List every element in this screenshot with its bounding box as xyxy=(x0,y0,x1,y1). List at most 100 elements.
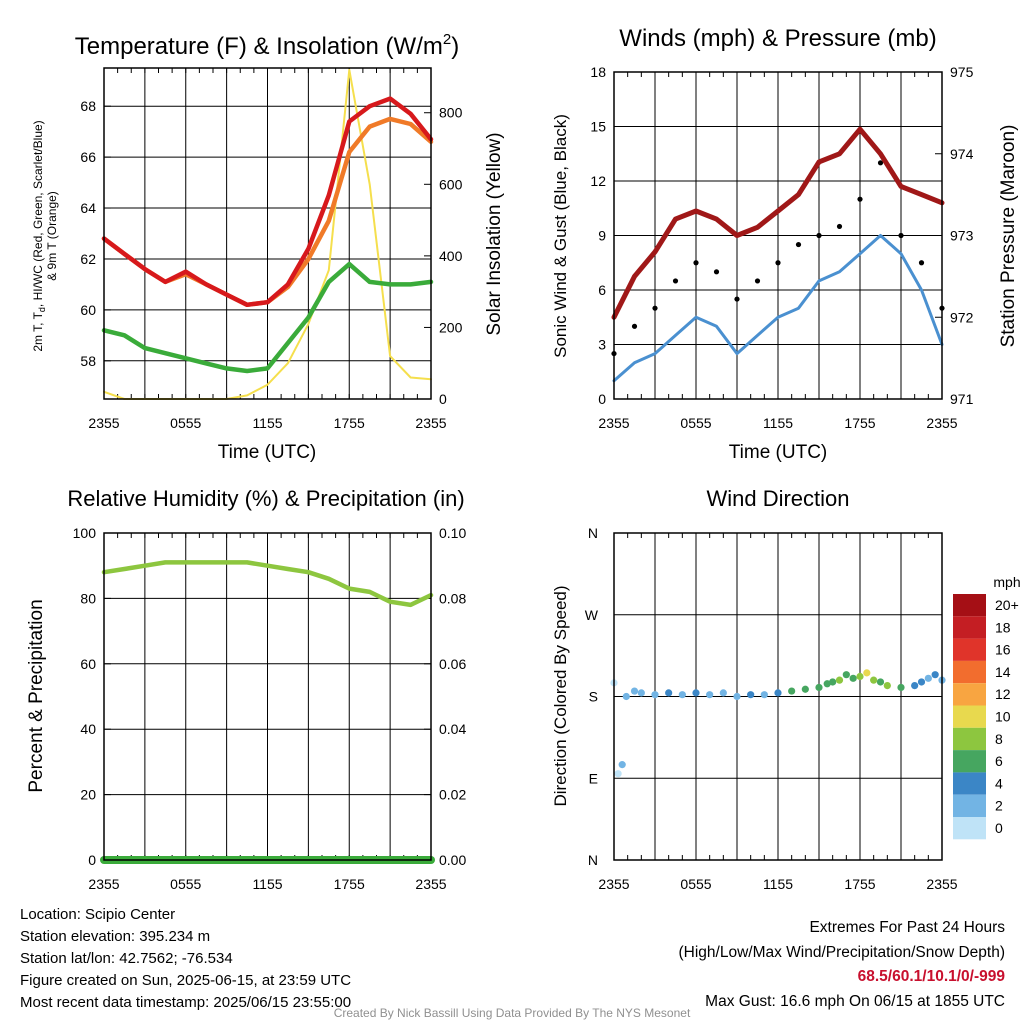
gust-point xyxy=(898,232,904,239)
y-tick-label: 66 xyxy=(80,149,96,165)
y-tick-label: 15 xyxy=(590,119,606,135)
direction-point xyxy=(863,669,871,677)
x-tick-label: 0555 xyxy=(680,415,711,431)
y-tick-label: 0 xyxy=(88,852,96,868)
x-tick-label: 2355 xyxy=(88,415,119,431)
direction-point xyxy=(911,682,919,690)
gust-point xyxy=(734,296,740,302)
colorbar-swatch xyxy=(953,772,986,795)
x-tick-label: 2355 xyxy=(415,876,446,892)
colorbar-swatch xyxy=(953,616,986,639)
max-gust: Max Gust: 16.6 mph On 06/15 at 1855 UTC xyxy=(705,992,1005,1010)
x-axis-label: Time (UTC) xyxy=(729,442,828,463)
gust-point xyxy=(754,278,761,284)
colorbar-label: 10 xyxy=(995,709,1011,725)
x-tick-label: 1155 xyxy=(763,876,793,892)
y-tick-label: 58 xyxy=(80,353,96,369)
gust-point xyxy=(713,269,720,275)
colorbar-label: 2 xyxy=(995,798,1003,814)
y-tick-label: 80 xyxy=(80,590,96,606)
direction-point xyxy=(842,671,850,679)
winds-panel: 2355 0555 1155 1755 2355 0 3 6 9 12 15 18 971 972 973 9… xyxy=(551,25,1019,463)
x-tick-label: 0555 xyxy=(170,876,201,892)
plot-border xyxy=(613,532,943,861)
direction-point xyxy=(870,676,878,684)
direction-point xyxy=(883,682,891,690)
x-tick-label: 1755 xyxy=(334,415,365,431)
direction-point xyxy=(760,691,768,699)
direction-point xyxy=(678,691,686,699)
y-tick-label: 62 xyxy=(80,251,96,267)
x-tick-label: 2355 xyxy=(88,876,119,892)
direction-point xyxy=(788,687,796,695)
y2-tick-label: 400 xyxy=(439,248,463,264)
y-tick-label: W xyxy=(585,607,599,623)
y-axis-label: Sonic Wind & Gust (Blue, Black) xyxy=(551,114,570,358)
direction-point xyxy=(733,692,741,701)
colorbar-unit: mph xyxy=(993,574,1020,590)
chart-title: Winds (mph) & Pressure (mb) xyxy=(619,25,936,52)
speed-colorbar: mph 20+ 18 16 14 12 10 8 6 4 2 0 xyxy=(953,574,1021,840)
colorbar-swatch xyxy=(953,594,986,617)
y2-axis-label: Solar Insolation (Yellow) xyxy=(484,132,505,335)
x-tick-label: 1155 xyxy=(252,876,282,892)
series-line-dew-point xyxy=(101,261,434,374)
extremes-values: 68.5/60.1/10.1/0/-999 xyxy=(857,968,1005,985)
x-tick-label: 2355 xyxy=(598,876,629,892)
x-tick-label: 2355 xyxy=(926,876,957,892)
gust-point xyxy=(918,260,925,266)
plot-border xyxy=(103,532,432,861)
colorbar-label: 20+ xyxy=(995,597,1019,613)
y-tick-label: 68 xyxy=(80,98,96,114)
colorbar-label: 14 xyxy=(995,664,1011,680)
series-line-station-pressure xyxy=(611,126,945,320)
colorbar-label: 6 xyxy=(995,753,1003,769)
recent-timestamp: Most recent data timestamp: 2025/06/15 2… xyxy=(20,994,352,1011)
y-tick-label: 6 xyxy=(598,282,606,298)
direction-point xyxy=(630,687,639,695)
x-tick-label: 1755 xyxy=(844,876,875,892)
y-tick-label: E xyxy=(589,770,598,786)
y2-tick-label: 973 xyxy=(950,228,974,244)
plot-border xyxy=(103,67,432,400)
direction-point xyxy=(706,691,714,699)
y-tick-label: N xyxy=(588,852,598,868)
direction-point xyxy=(876,678,885,686)
y2-tick-label: 0.00 xyxy=(439,852,466,868)
direction-point xyxy=(614,770,622,778)
x-tick-label: 1755 xyxy=(844,415,875,431)
y-tick-label: 60 xyxy=(80,302,96,318)
x-tick-label: 2355 xyxy=(415,415,446,431)
gust-point xyxy=(693,260,699,266)
x-axis-label: Time (UTC) xyxy=(218,442,317,463)
y2-tick-label: 971 xyxy=(950,391,974,407)
series-line-sonic-wind xyxy=(612,234,944,383)
colorbar-swatch xyxy=(953,794,986,817)
y-tick-label: 60 xyxy=(80,656,96,672)
colorbar-swatch xyxy=(953,750,986,773)
y2-tick-label: 974 xyxy=(950,146,974,162)
colorbar-label: 18 xyxy=(995,619,1011,635)
station-elevation: Station elevation: 395.234 m xyxy=(20,928,211,945)
colorbar-swatch xyxy=(953,727,986,751)
colorbar-label: 4 xyxy=(995,775,1003,791)
x-tick-label: 2355 xyxy=(926,415,957,431)
station-info: Location: Scipio Center Station elevatio… xyxy=(20,904,351,1014)
y2-tick-label: 972 xyxy=(950,309,974,325)
x-tick-label: 1755 xyxy=(334,876,365,892)
gust-point xyxy=(877,160,884,166)
gust-point xyxy=(857,196,863,202)
y-axis-label: Percent & Precipitation xyxy=(26,599,47,792)
x-tick-label: 0555 xyxy=(170,415,201,431)
y2-tick-label: 0.06 xyxy=(439,656,466,672)
y-tick-label: 40 xyxy=(80,721,96,737)
y-axis-label: Direction (Colored By Speed) xyxy=(551,585,570,806)
direction-point xyxy=(637,689,645,697)
colorbar-swatch xyxy=(953,638,986,661)
chart-title: Temperature (F) & Insolation (W/m2) xyxy=(75,31,459,60)
direction-point xyxy=(917,678,926,686)
y2-tick-label: 0.04 xyxy=(439,721,466,737)
direction-point xyxy=(692,689,700,697)
series-line-temperature xyxy=(101,96,434,308)
